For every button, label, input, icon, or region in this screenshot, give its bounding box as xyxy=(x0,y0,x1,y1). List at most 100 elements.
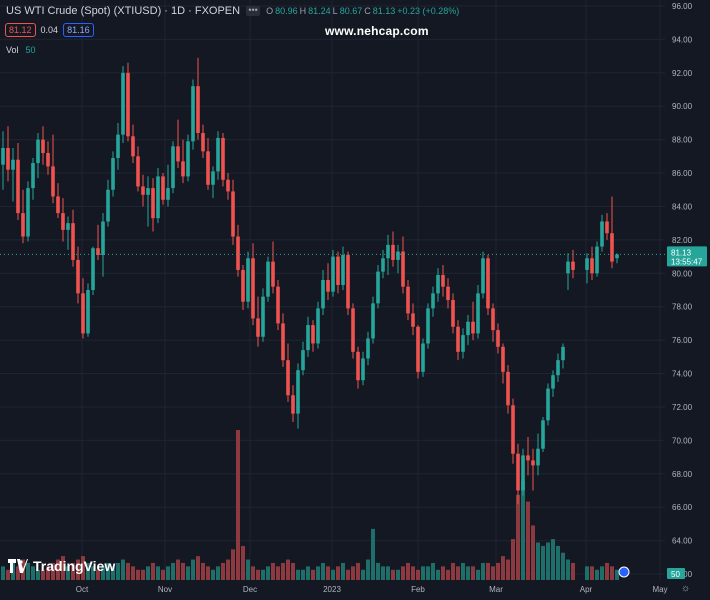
volume-bar xyxy=(431,562,435,580)
candle-body xyxy=(6,148,10,170)
y-tick-label: 76.00 xyxy=(672,336,693,345)
tradingview-logo[interactable]: TradingView xyxy=(8,558,115,574)
candle-body xyxy=(526,455,530,461)
volume-bar xyxy=(541,545,545,580)
spread-value: 0.04 xyxy=(40,25,59,35)
settings-icon[interactable]: ☼ xyxy=(681,583,691,594)
candle-body xyxy=(461,335,465,352)
candle-body xyxy=(531,460,535,466)
tradingview-logo-icon xyxy=(8,559,28,573)
candle-body xyxy=(206,151,210,185)
candle-body xyxy=(161,176,165,200)
candle-body xyxy=(121,72,125,135)
candle-body xyxy=(86,290,90,334)
price-axis[interactable]: 96.00 94.00 92.00 90.00 88.00 86.00 84.00 82.00… xyxy=(672,2,693,579)
volume-bar xyxy=(491,566,495,580)
candle-body xyxy=(41,139,45,154)
volume-bar xyxy=(191,559,195,580)
ohlc-low-value: 80.67 xyxy=(339,6,363,16)
candle-body xyxy=(556,360,560,376)
volume-bar xyxy=(16,566,20,580)
y-tick-label: 82.00 xyxy=(672,236,693,245)
x-tick-label: Apr xyxy=(580,585,593,594)
volume-bar xyxy=(271,562,275,580)
y-tick-label: 84.00 xyxy=(672,202,693,211)
candle-body xyxy=(276,286,280,324)
volume-bar xyxy=(546,542,550,580)
buy-price-button[interactable]: 81.16 xyxy=(63,23,94,37)
candle-body xyxy=(326,279,330,292)
last-price-value: 81.13 xyxy=(671,248,692,257)
y-tick-label: 90.00 xyxy=(672,102,693,111)
candle-body xyxy=(76,259,80,294)
candle-body xyxy=(441,274,445,287)
volume-bar xyxy=(311,569,315,580)
candle-body xyxy=(201,132,205,152)
candle-body xyxy=(396,251,400,260)
volume-bar xyxy=(501,556,505,580)
ohlc-low-label: L xyxy=(332,6,338,16)
volume-bar xyxy=(331,569,335,580)
tradingview-logo-text: TradingView xyxy=(33,558,116,574)
volume-bar xyxy=(261,569,265,580)
volume-bar xyxy=(1,566,5,580)
volume-bar xyxy=(600,566,604,580)
candle-body xyxy=(266,261,270,297)
time-axis[interactable]: Oct Nov Dec 2023 Feb Mar Apr May xyxy=(76,585,668,594)
candle-body xyxy=(406,286,410,314)
volume-bar xyxy=(211,569,215,580)
candle-body xyxy=(546,388,550,421)
volume-bar xyxy=(291,562,295,580)
sell-price-button[interactable]: 81.12 xyxy=(5,23,36,37)
volume-bar xyxy=(521,481,525,580)
candle-body xyxy=(571,261,575,270)
volume-bar xyxy=(386,566,390,580)
candle-body xyxy=(141,186,145,195)
candle-body xyxy=(96,248,100,255)
volume-bar xyxy=(506,559,510,580)
volume-bar xyxy=(571,562,575,580)
more-options-icon[interactable]: ••• xyxy=(246,6,261,16)
volume-bar xyxy=(296,569,300,580)
ohlc-high-value: 81.24 xyxy=(308,6,331,16)
candle-body xyxy=(585,258,589,270)
volume-bar xyxy=(321,562,325,580)
candle-body xyxy=(151,188,155,219)
volume-bar xyxy=(566,559,570,580)
candle-body xyxy=(451,300,455,327)
candle-body xyxy=(590,258,594,274)
volume-bar xyxy=(221,562,225,580)
candle-body xyxy=(605,221,609,234)
volume-bar xyxy=(436,569,440,580)
volume-bar xyxy=(56,559,60,580)
volume-bar xyxy=(590,566,594,580)
volume-bar xyxy=(141,569,145,580)
candle-body xyxy=(126,72,130,137)
candle-body xyxy=(346,254,350,309)
candle-body xyxy=(176,146,180,162)
volume-bar xyxy=(401,566,405,580)
volume-bar xyxy=(381,566,385,580)
volume-legend[interactable]: Vol 50 xyxy=(6,45,36,55)
us-flag-icon[interactable] xyxy=(618,566,630,578)
x-tick-label: Mar xyxy=(489,585,503,594)
volume-bar xyxy=(536,542,540,580)
candle-body xyxy=(416,326,420,372)
volume-bar xyxy=(76,559,80,580)
candle-body xyxy=(81,293,85,334)
volume-bar xyxy=(146,566,150,580)
candle-body xyxy=(501,346,505,372)
volume-bar xyxy=(466,566,470,580)
watermark-text: www.nehcap.com xyxy=(325,24,429,38)
volume-bar xyxy=(351,566,355,580)
volume-bar xyxy=(246,559,250,580)
volume-bar xyxy=(266,566,270,580)
volume-bar xyxy=(396,569,400,580)
candle-body xyxy=(486,258,490,309)
symbol-title[interactable]: US WTI Crude (Spot) (XTIUSD) · 1D · FXOP… xyxy=(6,5,241,17)
volume-bar xyxy=(301,569,305,580)
volume-bar xyxy=(86,562,90,580)
volume-bar xyxy=(366,559,370,580)
